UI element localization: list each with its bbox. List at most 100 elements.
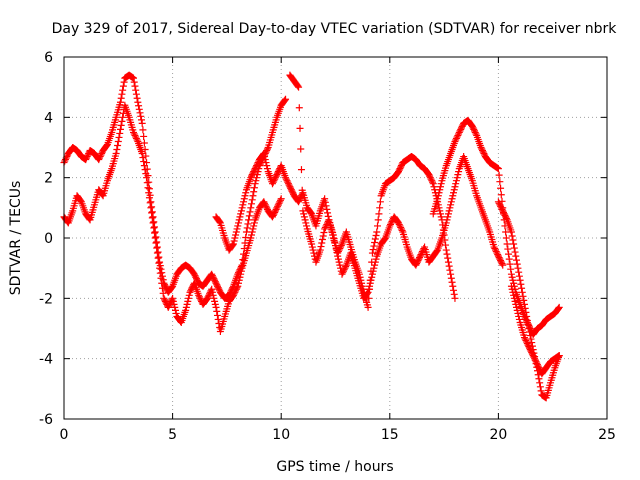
data-point — [450, 189, 458, 197]
data-point — [247, 234, 255, 242]
data-point — [499, 208, 507, 216]
data-point — [397, 223, 405, 231]
data-point — [370, 264, 378, 272]
data-point — [363, 289, 371, 297]
data-point — [458, 122, 466, 130]
data-point — [143, 174, 151, 182]
data-point — [511, 248, 519, 256]
data-point — [371, 261, 379, 269]
data-point — [324, 217, 332, 225]
data-point — [97, 151, 105, 159]
x-tick-label: 5 — [168, 427, 177, 443]
data-point — [555, 352, 563, 360]
data-point — [119, 86, 127, 94]
data-point — [158, 284, 166, 292]
data-point — [368, 273, 376, 281]
series-track-d — [286, 71, 507, 302]
data-point — [340, 266, 348, 274]
data-point — [387, 219, 395, 227]
data-point — [426, 172, 434, 180]
data-point — [454, 171, 462, 179]
data-point — [319, 232, 327, 240]
data-point — [445, 262, 453, 270]
data-point — [274, 169, 282, 177]
series-track-c — [212, 150, 459, 311]
data-point — [387, 220, 395, 228]
data-point — [207, 287, 215, 295]
data-point — [479, 148, 487, 156]
data-point — [247, 174, 255, 182]
data-point — [318, 236, 326, 244]
series-track-b — [60, 101, 285, 336]
data-point — [535, 375, 543, 383]
data-point — [151, 228, 159, 236]
series-track-e — [429, 116, 563, 339]
data-point — [468, 122, 476, 130]
data-point — [512, 252, 520, 260]
data-point — [295, 198, 303, 206]
data-point — [525, 343, 533, 351]
data-point — [244, 220, 252, 228]
data-point — [251, 165, 259, 173]
data-point — [299, 207, 307, 215]
data-point — [195, 291, 203, 299]
data-point — [513, 260, 521, 268]
data-point — [261, 201, 269, 209]
data-point — [394, 219, 402, 227]
data-point — [274, 202, 282, 210]
data-point — [296, 124, 304, 132]
data-point — [168, 283, 176, 291]
data-point — [133, 136, 141, 144]
data-point — [131, 82, 139, 90]
data-point — [253, 160, 261, 168]
x-tick-label: 0 — [60, 427, 69, 443]
data-point — [415, 255, 423, 263]
data-point — [153, 243, 161, 251]
data-point — [284, 178, 292, 186]
data-point — [412, 261, 420, 269]
data-point — [374, 216, 382, 224]
data-point — [159, 289, 167, 297]
data-point — [365, 285, 373, 293]
data-point — [142, 170, 150, 178]
data-point — [237, 207, 245, 215]
data-point — [444, 210, 452, 218]
data-point — [497, 184, 505, 192]
data-point — [85, 215, 93, 223]
data-point — [169, 294, 177, 302]
x-tick-label: 25 — [598, 427, 616, 443]
data-point — [435, 204, 443, 212]
data-point — [429, 180, 437, 188]
data-point — [426, 174, 434, 182]
data-point — [530, 353, 538, 361]
data-point — [213, 281, 221, 289]
y-tick-label: -2 — [39, 291, 53, 307]
data-point — [521, 335, 529, 343]
data-point — [246, 208, 254, 216]
data-point — [151, 234, 159, 242]
data-point — [160, 294, 168, 302]
data-point — [210, 294, 218, 302]
y-tick-label: -4 — [39, 352, 53, 368]
data-point — [434, 195, 442, 203]
data-point — [480, 150, 488, 158]
data-point — [208, 285, 216, 293]
data-point — [320, 228, 328, 236]
data-point — [316, 246, 324, 254]
data-point — [148, 208, 156, 216]
data-point — [208, 270, 216, 278]
data-point — [494, 251, 502, 259]
data-point — [308, 240, 316, 248]
data-point — [396, 222, 404, 230]
data-point — [513, 303, 520, 311]
data-point — [242, 189, 250, 197]
data-point — [495, 171, 503, 179]
data-point — [492, 248, 500, 256]
data-point — [300, 210, 308, 218]
data-point — [241, 192, 249, 200]
data-point — [245, 216, 253, 224]
data-point — [156, 258, 164, 266]
data-point — [145, 189, 153, 197]
data-point — [131, 131, 139, 139]
data-point — [63, 153, 71, 161]
